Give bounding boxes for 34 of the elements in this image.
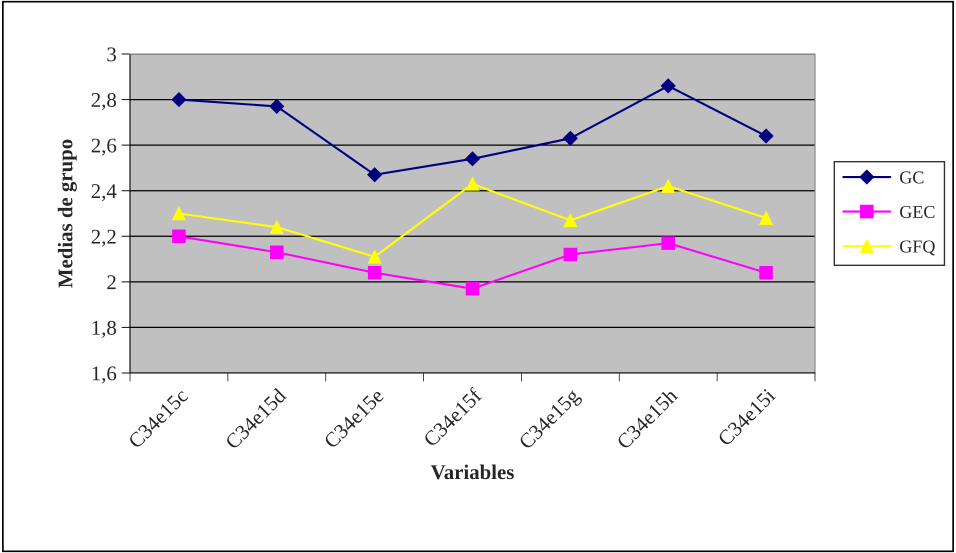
point (270, 245, 284, 260)
x-axis-title: Variables (430, 464, 514, 480)
point (758, 128, 774, 144)
point (465, 151, 480, 166)
point (172, 206, 186, 220)
y-tick-label: 1,8 (92, 320, 116, 338)
point (368, 250, 382, 264)
y-axis-title: Medias de grupo (58, 140, 77, 288)
legend-label: GC (900, 171, 924, 184)
point (564, 248, 578, 262)
y-tick-label: 2,6 (92, 138, 116, 156)
point (172, 92, 186, 107)
point (466, 282, 480, 296)
y-tick-label: 3 (107, 47, 116, 62)
point (172, 230, 186, 244)
point (367, 167, 382, 182)
legend-label: GFQ (900, 240, 936, 256)
point (759, 211, 773, 225)
point (759, 266, 773, 280)
y-tick-label: 2 (107, 275, 116, 290)
point (564, 214, 578, 228)
point (661, 236, 675, 250)
y-tick-label: 2,4 (92, 184, 116, 202)
legend-label: GEC (900, 206, 934, 218)
y-tick-label: 2,8 (92, 92, 116, 110)
point (562, 130, 578, 146)
y-tick-label: 2,2 (92, 230, 116, 247)
point (368, 266, 382, 280)
y-tick-label: 1,6 (92, 366, 116, 384)
point (269, 99, 284, 114)
point (660, 78, 676, 94)
point (270, 220, 284, 234)
point (661, 179, 675, 193)
point (466, 177, 480, 191)
